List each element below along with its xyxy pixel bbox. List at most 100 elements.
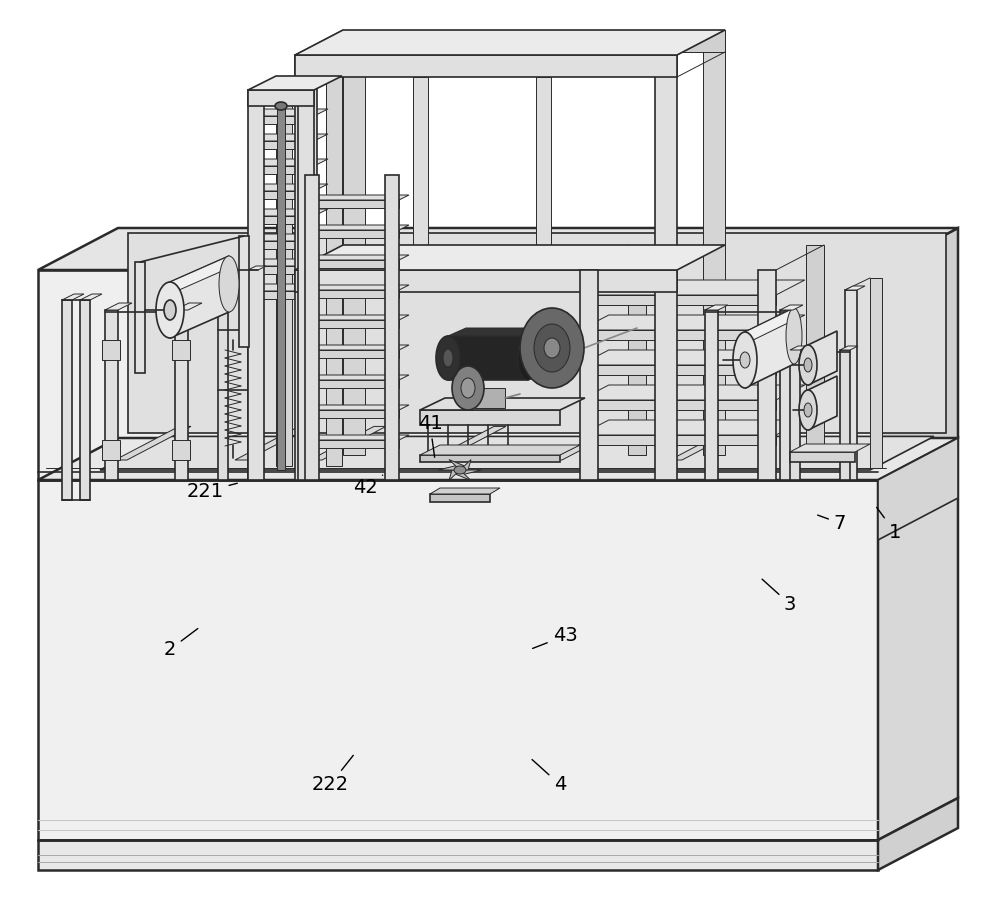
Polygon shape [38, 270, 878, 480]
Polygon shape [218, 266, 236, 270]
Polygon shape [248, 234, 328, 241]
Polygon shape [845, 290, 857, 480]
Polygon shape [277, 106, 285, 470]
Polygon shape [305, 440, 399, 448]
Polygon shape [305, 375, 409, 380]
Polygon shape [790, 444, 870, 452]
Text: 1: 1 [877, 507, 901, 542]
Ellipse shape [275, 102, 287, 110]
Polygon shape [780, 310, 793, 480]
Text: 4: 4 [532, 759, 566, 795]
Polygon shape [115, 427, 191, 460]
Polygon shape [248, 259, 328, 266]
Text: 7: 7 [818, 513, 846, 533]
Polygon shape [580, 315, 805, 330]
Polygon shape [248, 90, 264, 480]
Polygon shape [840, 346, 858, 350]
Text: 2: 2 [164, 629, 198, 659]
Polygon shape [550, 427, 626, 460]
Ellipse shape [518, 336, 538, 380]
Polygon shape [305, 315, 409, 320]
Polygon shape [870, 278, 882, 468]
Polygon shape [878, 798, 958, 870]
Polygon shape [580, 385, 805, 400]
Polygon shape [878, 228, 958, 480]
Polygon shape [305, 255, 409, 260]
Polygon shape [448, 328, 546, 336]
Polygon shape [248, 209, 328, 216]
Ellipse shape [443, 349, 453, 367]
Ellipse shape [740, 352, 750, 368]
Polygon shape [305, 195, 409, 200]
Polygon shape [218, 270, 228, 480]
Ellipse shape [452, 366, 484, 410]
Polygon shape [758, 270, 776, 480]
Ellipse shape [804, 403, 812, 417]
Polygon shape [449, 460, 464, 470]
Polygon shape [448, 336, 528, 380]
Polygon shape [38, 438, 958, 480]
Polygon shape [580, 280, 805, 295]
Polygon shape [343, 30, 365, 455]
Polygon shape [580, 400, 776, 410]
Polygon shape [305, 435, 409, 440]
Polygon shape [745, 308, 794, 344]
Polygon shape [62, 294, 84, 300]
Polygon shape [172, 340, 190, 360]
Polygon shape [460, 460, 471, 470]
Ellipse shape [544, 338, 560, 358]
Polygon shape [580, 295, 776, 305]
Polygon shape [38, 840, 878, 870]
Polygon shape [248, 284, 328, 291]
Ellipse shape [534, 324, 570, 372]
Ellipse shape [733, 332, 757, 388]
Polygon shape [135, 262, 145, 373]
Polygon shape [295, 270, 677, 292]
Polygon shape [420, 398, 585, 410]
Ellipse shape [799, 345, 817, 385]
Polygon shape [248, 134, 328, 141]
Polygon shape [580, 350, 805, 365]
Polygon shape [305, 410, 399, 418]
Polygon shape [172, 440, 190, 460]
Ellipse shape [156, 282, 184, 338]
Polygon shape [806, 245, 824, 455]
Polygon shape [239, 236, 249, 347]
Polygon shape [438, 465, 460, 470]
Polygon shape [580, 330, 776, 340]
Polygon shape [295, 30, 725, 55]
Text: 222: 222 [311, 755, 353, 795]
Polygon shape [745, 308, 794, 388]
Polygon shape [840, 350, 850, 480]
Polygon shape [305, 350, 399, 358]
Polygon shape [248, 266, 266, 270]
Polygon shape [62, 300, 72, 500]
Polygon shape [580, 435, 776, 445]
Polygon shape [845, 286, 865, 290]
Polygon shape [343, 30, 725, 52]
Polygon shape [305, 285, 409, 290]
Polygon shape [295, 55, 317, 480]
Polygon shape [276, 76, 292, 466]
Polygon shape [628, 245, 646, 455]
Polygon shape [248, 241, 314, 249]
Polygon shape [326, 76, 342, 466]
Polygon shape [248, 166, 314, 174]
Polygon shape [703, 30, 725, 455]
Polygon shape [878, 438, 958, 840]
Polygon shape [248, 76, 342, 90]
Polygon shape [175, 303, 202, 310]
Polygon shape [305, 345, 409, 350]
Polygon shape [475, 388, 505, 408]
Polygon shape [248, 216, 314, 224]
Polygon shape [808, 331, 837, 385]
Polygon shape [430, 427, 506, 460]
Polygon shape [670, 427, 746, 460]
Text: 43: 43 [533, 626, 577, 649]
Polygon shape [102, 440, 120, 460]
Ellipse shape [436, 336, 460, 380]
Polygon shape [449, 470, 460, 481]
Polygon shape [430, 488, 500, 494]
Polygon shape [878, 438, 958, 540]
Polygon shape [305, 225, 409, 230]
